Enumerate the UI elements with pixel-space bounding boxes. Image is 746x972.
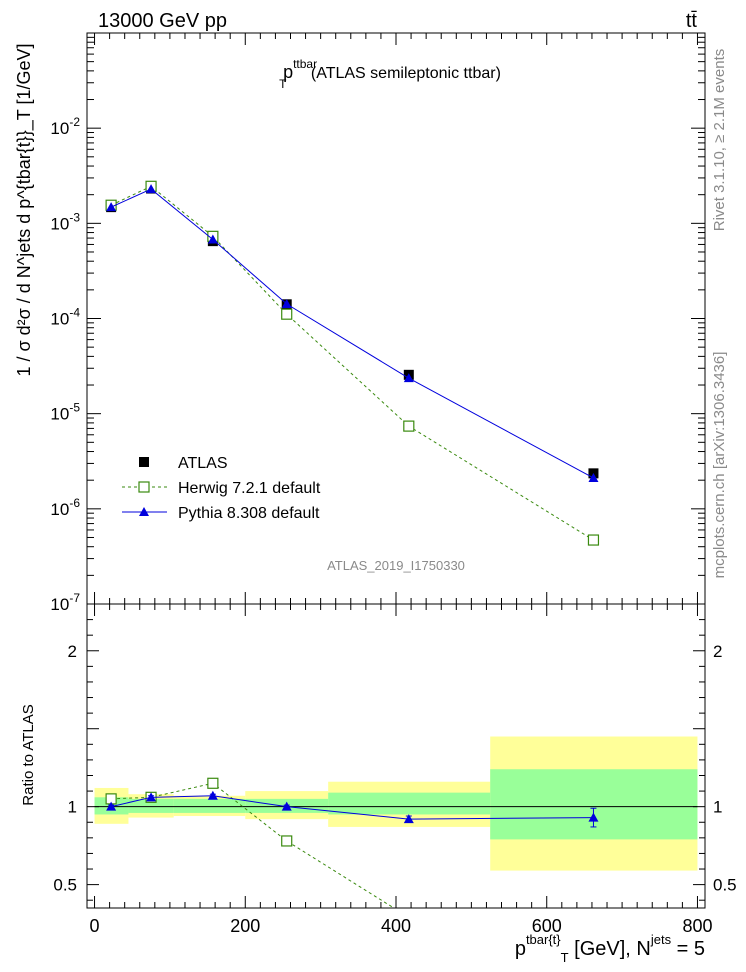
x-tick-label: 800 [682,916,712,936]
process-label: tt̄ [686,10,698,32]
x-label-equals: = 5 [671,938,705,960]
ratio-y-axis-label: Ratio to ATLAS [20,704,37,805]
pythia-8-308-default-point [207,234,218,244]
pythia-8-308-default-point [106,202,117,212]
legend-marker-atlas [139,457,149,467]
x-axis-label: ptbar{t}T [GeV], Njets = 5 [515,932,705,965]
uncertainty-band-inner [490,769,698,840]
mcplots-source-label: mcplots.cern.ch [arXiv:1306.3436] [711,352,728,579]
pythia-8-308-default-point [146,184,157,194]
ratio-y-tick-label-right: 1 [713,798,722,817]
analysis-id-label: ATLAS_2019_I1750330 [327,558,465,573]
ratio-pythia-8-308-default-point [146,792,157,802]
y-tick-exponent: -4 [69,306,80,320]
legend-label-pythia-8-308-default: Pythia 8.308 default [178,505,320,522]
x-tick-label: 600 [532,916,562,936]
pythia-8-308-default-point [588,472,599,482]
uncertainty-band-inner [128,798,174,813]
y-tick-label: 10-6 [50,496,80,519]
herwig-7-2-1-default-point [281,308,293,320]
x-label-subscript: T [561,950,569,965]
y-tick-exponent: -5 [69,401,80,415]
y-tick-exponent: -2 [69,115,80,129]
y-tick-base: 10 [50,595,69,614]
x-tick-label: 400 [381,916,411,936]
title-superscript: ttbar [293,57,317,71]
ratio-herwig-7-2-1-default-line [111,782,395,908]
x-tick-label: 200 [230,916,260,936]
rivet-version-label: Rivet 3.1.10, ≥ 2.1M events [711,49,728,232]
y-tick-exponent: -6 [69,496,80,510]
uncertainty-band-inner [173,798,246,813]
y-tick-base: 10 [50,500,69,519]
ratio-panel: 0 200 400 600 800 0.5 0.5 1 1 2 2 [53,603,737,936]
uncertainty-band-inner [328,792,491,815]
y-tick-base: 10 [50,119,69,138]
ratio-y-tick-label-right: 2 [713,642,722,661]
ratio-y-tick-label-right: 0.5 [713,876,737,895]
x-tick-label: 0 [90,916,100,936]
ratio-herwig-7-2-1-default-point [281,835,293,847]
y-tick-exponent: -7 [69,591,80,605]
legend-marker-pythia-8-308-default [139,507,149,516]
title-variable: p [283,62,293,82]
y-tick-label: 10-3 [50,210,80,233]
ratio-herwig-7-2-1-default-point [207,777,219,789]
x-label-superscript: tbar{t} [526,932,561,947]
herwig-7-2-1-default-point [587,534,600,546]
legend-label-atlas: ATLAS [178,455,228,472]
main-plot-title: pttbar T (ATLAS semileptonic ttbar) [279,57,501,91]
y-tick-label: 10-7 [50,591,80,614]
y-tick-label: 10-5 [50,401,80,424]
y-tick-exponent: -3 [69,210,80,224]
y-tick-label: 10-2 [50,115,80,138]
ratio-pythia-8-308-default-point [281,801,292,811]
herwig-7-2-1-default-point [403,420,415,432]
x-label-variable: p [515,938,526,960]
y-tick-base: 10 [50,405,69,424]
y-tick-base: 10 [50,310,69,329]
ratio-pythia-8-308-default-line [111,795,594,820]
title-subscript: T [279,77,287,91]
y-tick-label: 10-4 [50,306,80,329]
pythia-8-308-default-point [403,373,414,383]
x-label-units: [GeV], N [569,938,651,960]
collision-energy-label: 13000 GeV pp [98,10,227,32]
ratio-y-tick-label: 1 [68,798,77,817]
y-tick-base: 10 [50,214,69,233]
legend: ATLAS Herwig 7.2.1 default Pythia 8.308 de… [122,455,321,522]
pythia-8-308-default-point [281,299,292,309]
ratio-pythia-8-308-default-point [207,790,218,800]
x-label-jets-sup: jets [650,932,672,947]
ratio-y-tick-label: 2 [68,642,77,661]
legend-marker-herwig-7-2-1-default [138,481,150,493]
ratio-y-tick-label: 0.5 [53,876,77,895]
title-description: (ATLAS semileptonic ttbar) [306,65,500,82]
pythia-8-308-default-line [110,188,594,479]
ratio-pythia-8-308-default-point [588,812,599,822]
herwig-7-2-1-default-line [110,185,594,541]
legend-label-herwig-7-2-1-default: Herwig 7.2.1 default [178,480,321,497]
ratio-pythia-8-308-default-point [403,814,414,824]
ratio-pythia-8-308-default-point [106,801,117,811]
main-y-axis-label: 1 / σ d²σ / d N^jets d p^{tbar{t}}_T [1/… [14,44,35,377]
